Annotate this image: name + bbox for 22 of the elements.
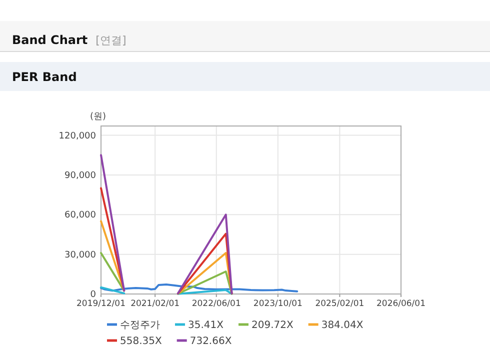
x-tick-label: 2019/12/01 [76, 299, 126, 309]
y-tick-label: 120,000 [58, 131, 96, 142]
y-tick-label: 0 [90, 290, 96, 300]
legend-label: 209.72X [251, 320, 294, 331]
y-tick-label: 30,000 [64, 250, 96, 260]
x-tick-label: 2026/06/01 [376, 299, 426, 309]
y-tick-label: 90,000 [64, 170, 96, 181]
y-tick-label: 60,000 [64, 210, 96, 221]
legend-label: 558.35X [120, 336, 162, 347]
legend-label: 732.66X [190, 336, 232, 347]
x-tick-label: 2022/06/01 [192, 299, 241, 309]
legend-label: 384.04X [321, 320, 364, 331]
line-series [100, 283, 298, 292]
text: Band Chart [12, 33, 88, 47]
x-tick-label: 2023/10/01 [253, 299, 302, 309]
x-tick-label: 2021/02/01 [130, 299, 180, 309]
y-axis-title: (원) [90, 112, 106, 122]
x-tick-label: 2025/02/01 [315, 299, 364, 309]
legend-label: 35.41X [188, 320, 224, 331]
chart-title: PER Band [12, 70, 77, 84]
legend-label: 수정주가 [120, 320, 160, 331]
text: [연결] [96, 34, 126, 47]
